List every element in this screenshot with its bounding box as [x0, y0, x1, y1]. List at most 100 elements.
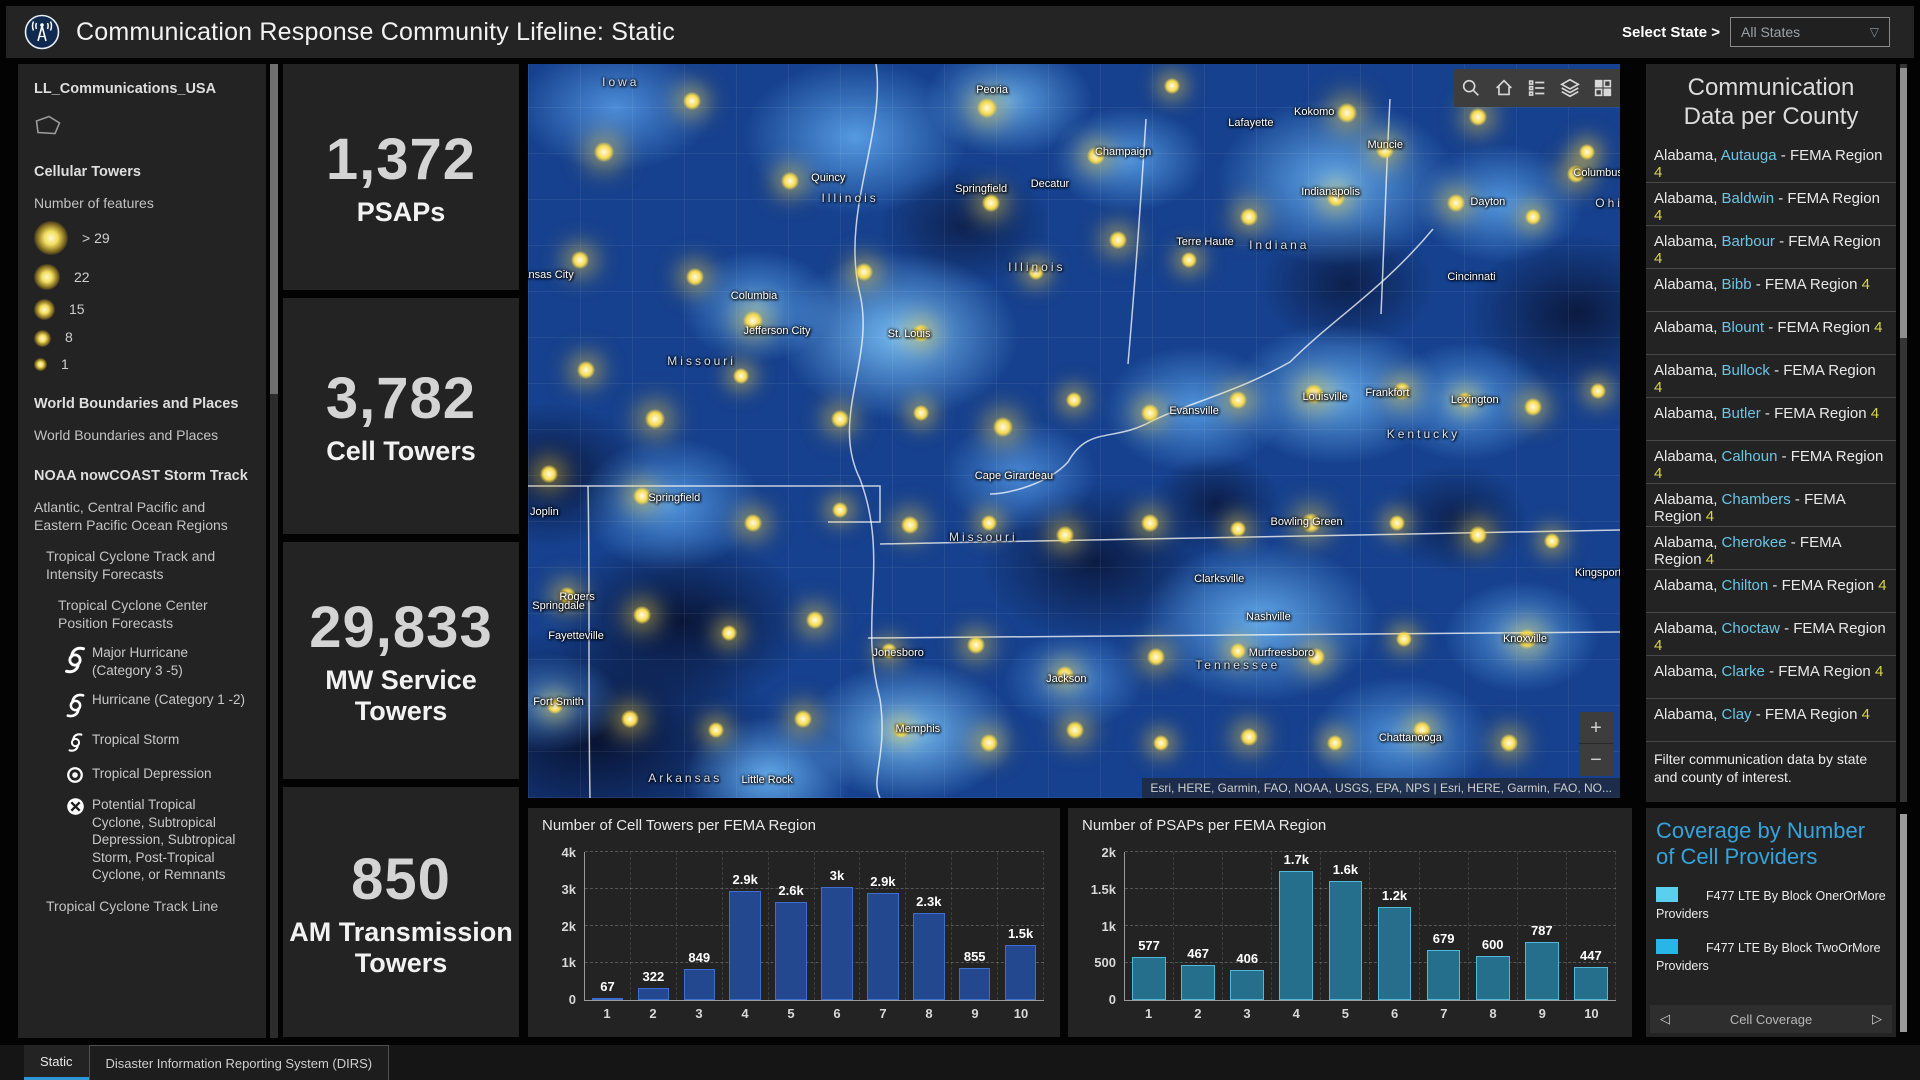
tab-static[interactable]: Static — [24, 1045, 89, 1080]
coverage-legend-list: F477 LTE By Block OnerOrMore Providers F4… — [1656, 886, 1886, 976]
bar[interactable] — [637, 988, 670, 1000]
county-suffix: - FEMA Region — [1768, 576, 1879, 594]
fema-region-number: 4 — [1654, 378, 1663, 396]
x-tick-label: 6 — [833, 1006, 841, 1021]
storm-legend-label: Major Hurricane (Category 3 -5) — [92, 645, 189, 678]
map-label: Fort Smith — [533, 695, 584, 708]
bar[interactable] — [1574, 966, 1608, 1000]
bar[interactable] — [958, 968, 991, 1000]
x-tick-label: 5 — [787, 1006, 795, 1021]
gridline — [1125, 851, 1616, 852]
bar[interactable] — [683, 968, 715, 1000]
potential-cyclone-icon — [58, 796, 92, 816]
county-row[interactable]: Alabama, Barbour - FEMA Region 4 — [1646, 226, 1896, 269]
legend-list-icon[interactable] — [1522, 73, 1552, 103]
county-row[interactable]: Alabama, Autauga - FEMA Region 4 — [1646, 140, 1896, 183]
bar[interactable] — [591, 997, 624, 1000]
map-label: Kingsport — [1574, 566, 1620, 579]
map-label: Lafayette — [1228, 116, 1274, 129]
bar[interactable] — [913, 913, 945, 1000]
bar[interactable] — [1475, 955, 1510, 1000]
bar[interactable] — [775, 901, 807, 1000]
bar[interactable] — [1004, 944, 1037, 1000]
county-row[interactable]: Alabama, Butler - FEMA Region 4 — [1646, 398, 1896, 441]
map-label: Quincy — [811, 171, 846, 184]
pager-prev-icon[interactable]: ◁ — [1660, 1011, 1670, 1026]
county-scrollbar-thumb[interactable] — [1900, 68, 1907, 338]
bar-value-label: 1.5k — [1007, 925, 1034, 941]
cell-tower-dot — [1180, 251, 1197, 268]
x-tick-label: 5 — [1341, 1006, 1350, 1021]
coverage-scrollbar[interactable] — [1900, 814, 1907, 1032]
cellular-density-dot-icon — [34, 329, 51, 347]
cell-tower-dot — [979, 733, 998, 752]
county-row[interactable]: Alabama, Blount - FEMA Region 4 — [1646, 312, 1896, 355]
bar[interactable] — [1132, 957, 1166, 1000]
chart-title: Number of PSAPs per FEMA Region — [1082, 817, 1327, 834]
bar[interactable] — [867, 892, 899, 1000]
bar[interactable] — [1181, 965, 1215, 1000]
bar-slot: 2.3k — [906, 852, 953, 1000]
county-state-label: Alabama, — [1654, 189, 1722, 207]
y-tick-label: 1.5k — [1090, 881, 1116, 897]
pager-next-icon[interactable]: ▷ — [1872, 1011, 1882, 1026]
cell-tower-dot — [1056, 666, 1075, 685]
county-row[interactable]: Alabama, Choctaw - FEMA Region 4 — [1646, 613, 1896, 656]
bar-slot: 406 — [1223, 852, 1273, 1000]
bar[interactable] — [1230, 969, 1265, 1000]
county-row[interactable]: Alabama, Calhoun - FEMA Region 4 — [1646, 441, 1896, 484]
county-row[interactable]: Alabama, Clarke - FEMA Region 4 — [1646, 656, 1896, 699]
bar[interactable] — [1279, 871, 1314, 1000]
state-dropdown[interactable]: All States ▽ — [1730, 17, 1890, 47]
legend-noaa-title: NOAA nowCOAST Storm Track — [34, 467, 248, 484]
tab-disaster[interactable]: Disaster Information Reporting System (D… — [88, 1045, 390, 1080]
bar-value-label: 1.7k — [1283, 852, 1309, 868]
county-row[interactable]: Alabama, Cherokee - FEMA Region 4 — [1646, 527, 1896, 570]
zoom-in-button[interactable]: + — [1579, 712, 1613, 744]
search-icon[interactable] — [1456, 73, 1486, 103]
county-name: Baldwin — [1721, 189, 1775, 207]
bar[interactable] — [1426, 949, 1461, 1000]
bar[interactable] — [1377, 906, 1412, 1000]
cell-tower-dot — [732, 367, 749, 384]
cell-tower-dot — [594, 142, 615, 163]
cell-tower-dot — [682, 91, 701, 110]
bar-slot: 447 — [1567, 852, 1616, 1000]
county-row[interactable]: Alabama, Chambers - FEMA Region 4 — [1646, 484, 1896, 527]
county-scrollbar[interactable] — [1900, 64, 1907, 802]
county-row[interactable]: Alabama, Bibb - FEMA Region 4 — [1646, 269, 1896, 312]
map-label: Nashville — [1246, 610, 1291, 623]
x-tick-label: 2 — [649, 1006, 657, 1021]
cell-tower-dot — [901, 515, 920, 534]
cell-tower-dot — [1337, 103, 1357, 124]
bar[interactable] — [1328, 880, 1363, 1000]
cell-tower-dot — [1027, 263, 1044, 280]
y-tick-label: 2k — [1101, 845, 1116, 860]
county-name: Blount — [1721, 318, 1765, 336]
cell-tower-dot — [1300, 512, 1321, 533]
home-icon[interactable] — [1489, 73, 1519, 103]
cell-tower-dot — [1395, 630, 1412, 647]
layers-icon[interactable] — [1555, 73, 1585, 103]
bar[interactable] — [729, 890, 761, 1000]
legend-world-title: World Boundaries and Places — [34, 396, 239, 413]
legend-scrollbar[interactable] — [270, 64, 278, 1038]
bar-value-label: 322 — [642, 969, 665, 985]
county-row[interactable]: Alabama, Baldwin - FEMA Region 4 — [1646, 183, 1896, 226]
basemap-grid-icon[interactable] — [1588, 73, 1618, 103]
zoom-out-button[interactable]: − — [1579, 744, 1613, 776]
x-axis-ticks: 1 2 3 4 5 6 7 8 9 10 — [1124, 1006, 1616, 1021]
bar[interactable] — [821, 887, 853, 1000]
bar-slot: 1.7k — [1272, 852, 1322, 1000]
cell-tower-dot — [632, 486, 651, 505]
county-row[interactable]: Alabama, Clay - FEMA Region 4 — [1646, 699, 1896, 742]
map-label: Columbus — [1573, 166, 1620, 179]
county-row[interactable]: Alabama, Bullock - FEMA Region 4 — [1646, 355, 1896, 398]
bar[interactable] — [1524, 941, 1559, 1000]
county-name: Chambers — [1721, 490, 1791, 508]
map[interactable]: Iowa Peoria Kokomo Lafayette Muncie Champaign… — [528, 64, 1620, 798]
legend-scrollbar-thumb[interactable] — [270, 64, 278, 394]
fema-region-number: 4 — [1705, 550, 1715, 568]
map-label: Peoria — [976, 83, 1008, 96]
county-row[interactable]: Alabama, Chilton - FEMA Region 4 — [1646, 570, 1896, 613]
